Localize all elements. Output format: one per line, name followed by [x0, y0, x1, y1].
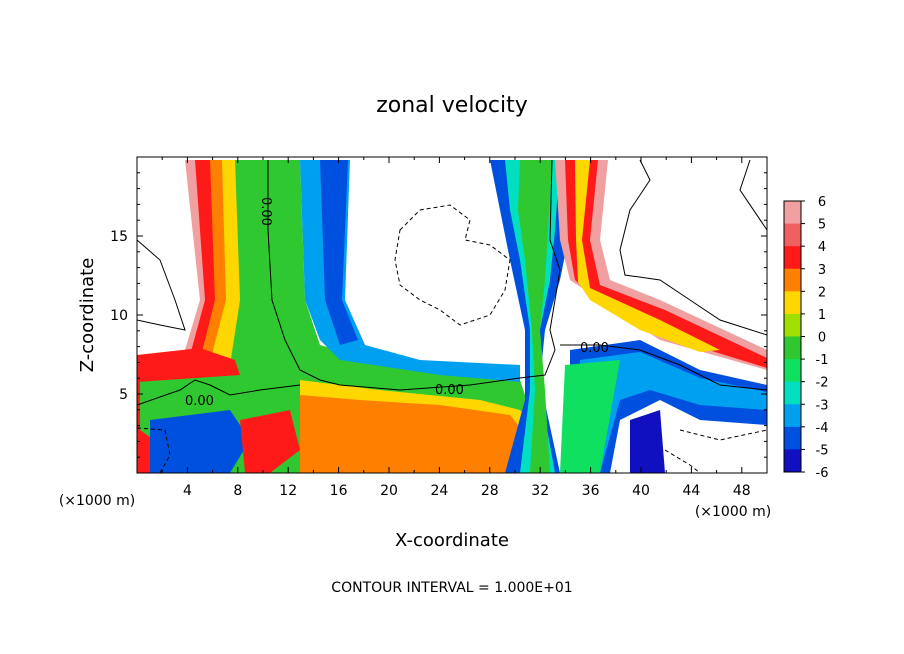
- y-tick-label: 15: [110, 229, 128, 245]
- y-tick-label: 5: [119, 387, 128, 403]
- colorbar-label: 1: [818, 308, 826, 323]
- colorbar-swatch: [784, 359, 801, 383]
- colorbar-swatch: [784, 313, 801, 337]
- right-lower-green: [560, 360, 620, 473]
- contour-right-top: [619, 159, 767, 336]
- colorbar-label: 2: [818, 285, 826, 300]
- x-tick-label: 8: [233, 483, 242, 499]
- contour-zero-right: [560, 344, 767, 391]
- x-tick-label: 4: [183, 483, 192, 499]
- blue-column-dark: [320, 160, 358, 345]
- mid-red-layer: [300, 395, 530, 473]
- contour-dashed-left: [137, 427, 171, 473]
- x-axis-label: X-coordinate: [395, 530, 509, 551]
- colorbar-label: -5: [816, 443, 829, 458]
- contour-label-2: 0.00: [185, 394, 214, 409]
- contour-lines: [137, 159, 767, 473]
- contour-zero-left: [267, 159, 561, 391]
- x-tick-label: 24: [430, 483, 448, 499]
- x-tick-label: 32: [531, 483, 549, 499]
- lower-red-blob: [240, 410, 300, 473]
- colorbar: 6 5 4 3 2 1 0 -1 -2 -3 -4 -5 -6: [783, 195, 829, 481]
- y-axis: 5 10 15: [110, 172, 767, 458]
- contour-left-edge: [137, 239, 186, 331]
- x-unit-left: (×1000 m): [59, 493, 135, 509]
- left-plume-green: [140, 160, 530, 473]
- x-tick-label: 16: [330, 483, 348, 499]
- right-streak-yellow: [575, 160, 720, 352]
- contour-zero-lower: [137, 379, 301, 406]
- colorbar-label: -1: [816, 353, 829, 368]
- colorbar-label: 3: [818, 263, 826, 278]
- right-lower-purple: [630, 410, 665, 473]
- right-column-green: [518, 160, 552, 473]
- contour-dashed-right-b: [664, 449, 701, 473]
- x-tick-label: 36: [582, 483, 600, 499]
- x-tick-label: 40: [632, 483, 650, 499]
- colorbar-swatch: [784, 246, 801, 270]
- colorbar-swatch: [784, 449, 801, 473]
- colorbar-swatch: [784, 268, 801, 292]
- y-axis-label: Z-coordinate: [77, 258, 98, 373]
- colorbar-swatch: [784, 404, 801, 428]
- x-tick-label: 12: [279, 483, 297, 499]
- colorbar-label: -3: [816, 398, 829, 413]
- contour-label-3: 0.00: [435, 383, 464, 398]
- lower-red-layer: [137, 348, 240, 382]
- contour-dashed-mid: [394, 204, 511, 326]
- colorbar-label: 6: [818, 195, 826, 210]
- colorbar-label: -6: [816, 466, 829, 481]
- contour-label-4: 0.00: [580, 341, 609, 356]
- x-tick-label: 44: [682, 483, 700, 499]
- colorbar-swatch: [784, 336, 801, 360]
- colorbar-label: -4: [816, 421, 829, 436]
- colorbar-label: 4: [818, 240, 826, 255]
- colorbar-swatch: [784, 426, 801, 450]
- x-tick-label: 48: [733, 483, 751, 499]
- contour-interval-note: CONTOUR INTERVAL = 1.000E+01: [331, 580, 572, 596]
- colorbar-swatch: [784, 201, 801, 225]
- chart-title: zonal velocity: [376, 93, 528, 118]
- right-lower-cyan: [580, 352, 767, 473]
- y-tick-label: 10: [110, 308, 128, 324]
- x-tick-label: 20: [380, 483, 398, 499]
- contour-label-1: 0.00: [258, 197, 273, 226]
- colorbar-swatch: [784, 223, 801, 247]
- blue-column: [300, 160, 520, 382]
- colorbar-label: 5: [818, 218, 826, 233]
- colorbar-swatch: [784, 291, 801, 315]
- colorbar-swatch: [784, 381, 801, 405]
- contour-labels: 0.00 0.00 0.00 0.00: [185, 197, 609, 409]
- contour-right-corner: [739, 159, 767, 231]
- colorbar-label: 0: [818, 331, 826, 346]
- x-tick-label: 28: [481, 483, 499, 499]
- velocity-field: [137, 160, 767, 473]
- contour-dashed-right: [679, 429, 767, 441]
- x-unit-right: (×1000 m): [695, 504, 771, 520]
- lower-blue-pocket: [150, 410, 250, 473]
- x-axis: 4 8 12 16 20 24 28 32 36 40 44 48: [161, 157, 751, 499]
- colorbar-label: -2: [816, 376, 829, 391]
